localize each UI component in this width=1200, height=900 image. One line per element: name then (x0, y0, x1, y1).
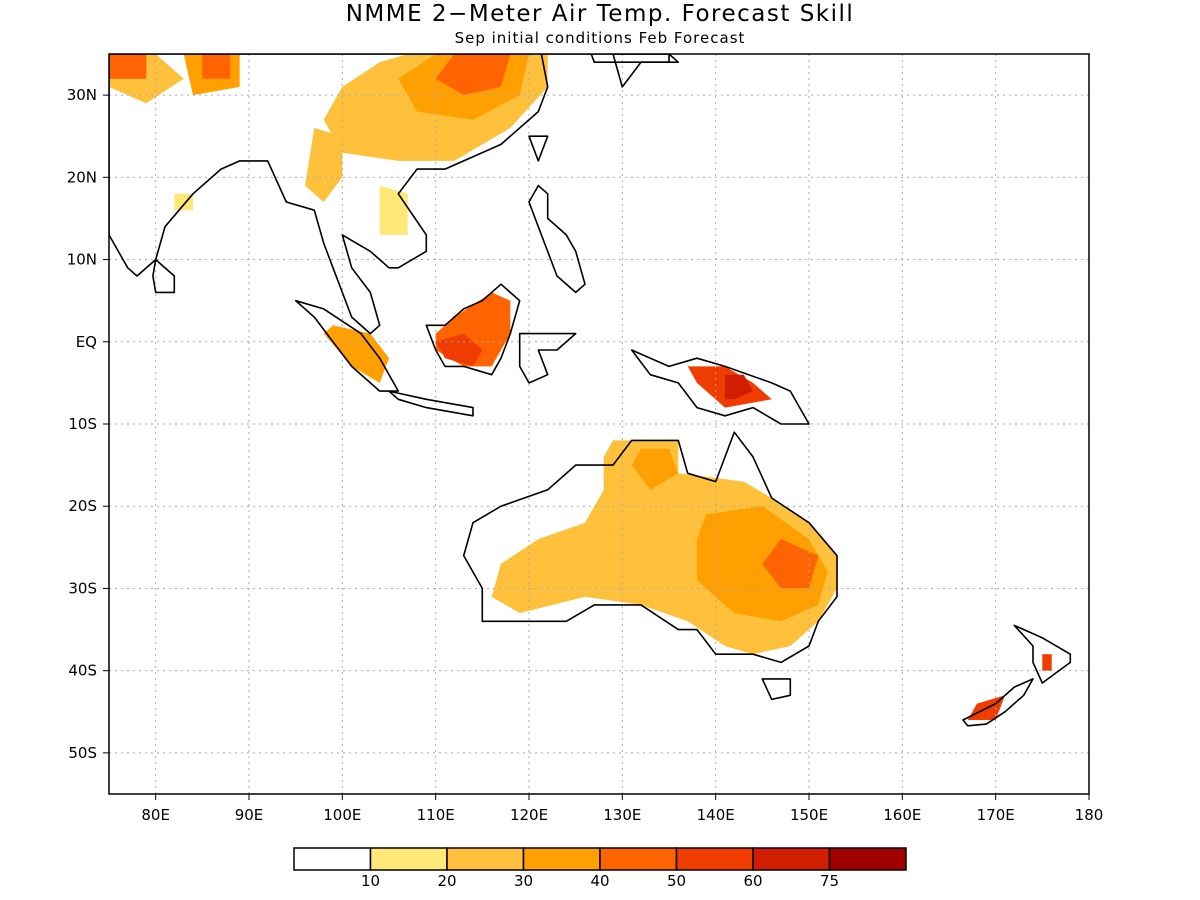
lon-tick-label: 180 (1075, 806, 1104, 824)
skill-region-level-4 (109, 54, 147, 79)
skill-region-level-4 (762, 539, 819, 589)
lon-tick-label: 130E (603, 806, 641, 824)
lon-tick-label: 100E (323, 806, 361, 824)
gridlines (109, 54, 1089, 794)
lon-tick-label: 110E (417, 806, 455, 824)
lat-tick-label: 10N (67, 251, 97, 269)
lon-tick-label: 150E (790, 806, 828, 824)
coastlines (109, 54, 1072, 727)
coastline (388, 390, 474, 417)
skill-region-level-3 (323, 325, 389, 383)
coastline (761, 678, 792, 701)
lat-tick-label: 40S (68, 662, 97, 680)
colorbar-label: 30 (514, 872, 533, 890)
colorbar-label: 10 (361, 872, 380, 890)
colorbar-label: 60 (743, 872, 762, 890)
lon-tick-label: 90E (235, 806, 264, 824)
lon-tick-label: 160E (883, 806, 921, 824)
colorbar-swatch (675, 847, 754, 871)
skill-region-level-3 (631, 448, 679, 490)
skill-shading (109, 54, 1052, 720)
coastline (630, 349, 810, 425)
colorbar-label: 75 (820, 872, 839, 890)
colorbar-label: 50 (667, 872, 686, 890)
colorbar-swatch (369, 847, 448, 871)
colorbar-swatch (446, 847, 525, 871)
skill-region-level-1 (174, 193, 193, 211)
lat-tick-label: 10S (68, 415, 97, 433)
colorbar-swatch (752, 847, 831, 871)
coastline (109, 54, 670, 335)
lat-tick-label: 20S (68, 497, 97, 515)
colorbar-swatch (293, 847, 372, 871)
skill-region-level-2 (305, 128, 343, 202)
lat-tick-label: 50S (68, 744, 97, 762)
lon-tick-label: 170E (977, 806, 1015, 824)
lon-tick-label: 80E (141, 806, 170, 824)
colorbar-swatch (599, 847, 678, 871)
lat-tick-label: EQ (76, 333, 97, 351)
colorbar-label: 20 (437, 872, 456, 890)
colorbar-legend: 10 20 30 40 50 60 75 (293, 847, 907, 890)
lon-tick-label: 140E (697, 806, 735, 824)
axis-ticks: 30N 20N 10N EQ 10S 20S 30S 40S 50S 80E 90E 100E 110E… (67, 86, 1104, 824)
coastline (962, 678, 1034, 727)
coastline (612, 54, 680, 88)
lon-tick-label: 120E (510, 806, 548, 824)
coastline (528, 135, 549, 162)
coastline (425, 283, 521, 376)
skill-region-level-5 (1042, 654, 1052, 671)
skill-region-level-1 (379, 185, 408, 235)
skill-region-level-4 (435, 54, 511, 96)
coastline (462, 431, 838, 664)
coastline (1013, 624, 1072, 684)
plot-background (109, 54, 1089, 794)
lat-tick-label: 30N (67, 86, 97, 104)
skill-region-level-6 (725, 374, 753, 400)
coastline (528, 184, 586, 294)
colorbar-swatch (522, 847, 601, 871)
colorbar-swatch (828, 847, 907, 871)
skill-region-level-4 (202, 54, 231, 79)
chart-subtitle: Sep initial conditions Feb Forecast (454, 29, 746, 47)
chart-title: NMME 2−Meter Air Temp. Forecast Skill (345, 1, 855, 27)
coastline (518, 332, 577, 384)
coastline (152, 258, 176, 294)
lat-tick-label: 20N (67, 168, 97, 186)
colorbar-label: 40 (590, 872, 609, 890)
lat-tick-label: 30S (68, 579, 97, 597)
